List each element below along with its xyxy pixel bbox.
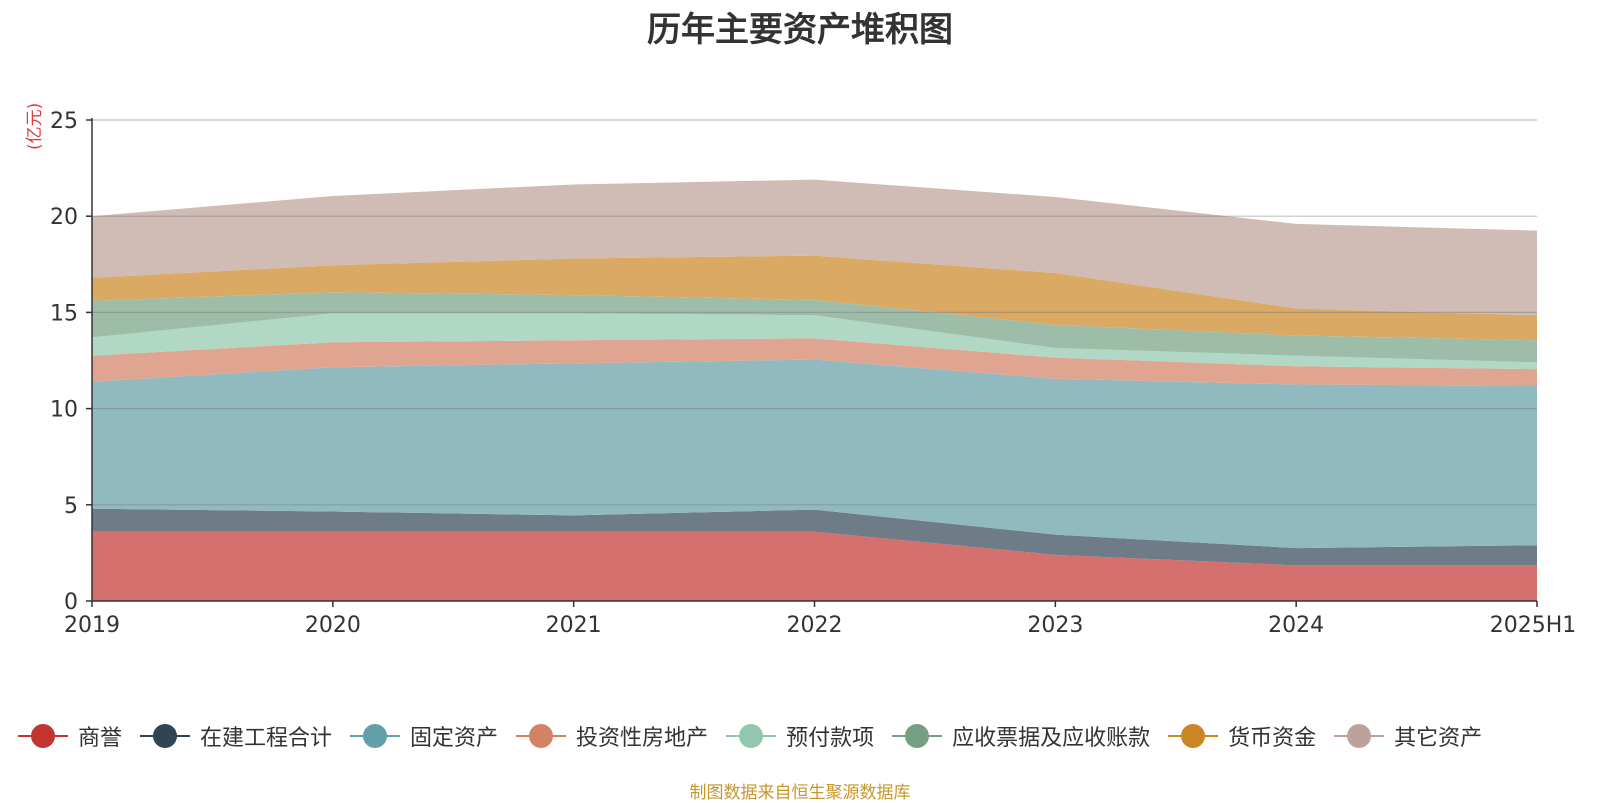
legend-label: 在建工程合计 — [200, 726, 333, 751]
legend-label: 商誉 — [78, 726, 123, 751]
area-series-3 — [92, 338, 1537, 386]
legend-item[interactable]: 应收票据及应收账款 — [892, 720, 1150, 752]
x-tick-label: 2020 — [305, 613, 361, 638]
y-tick-label: 20 — [50, 205, 78, 230]
y-tick-label: 15 — [50, 301, 78, 326]
legend-label: 其它资产 — [1394, 726, 1483, 751]
legend-item[interactable]: 商誉 — [18, 720, 122, 752]
legend-label: 应收票据及应收账款 — [952, 726, 1151, 751]
y-tick-label: 25 — [50, 109, 78, 134]
x-tick-label: 2024 — [1268, 613, 1324, 638]
legend-label: 投资性房地产 — [576, 726, 709, 751]
legend-label: 固定资产 — [410, 726, 499, 751]
x-tick-label: 2022 — [787, 613, 843, 638]
area-series-0 — [92, 531, 1537, 601]
legend-item[interactable]: 货币资金 — [1168, 720, 1316, 752]
legend-swatch — [18, 724, 68, 748]
legend-swatch — [140, 724, 191, 748]
area-series-4 — [92, 313, 1537, 370]
data-source-note: 制图数据来自恒生聚源数据库 — [689, 783, 911, 803]
legend-swatch — [1334, 724, 1385, 748]
legend-swatch — [516, 724, 567, 748]
area-series-6 — [92, 255, 1537, 341]
legend-swatch — [726, 724, 777, 748]
x-tick-label: 2019 — [64, 613, 120, 638]
area-series-7 — [92, 179, 1537, 316]
legend-swatch — [892, 724, 943, 748]
legend-item[interactable]: 在建工程合计 — [140, 720, 332, 752]
x-tick-label: 2021 — [546, 613, 602, 638]
legend-item[interactable]: 预付款项 — [726, 720, 874, 752]
area-series-1 — [92, 508, 1537, 566]
legend-item[interactable]: 投资性房地产 — [516, 720, 708, 752]
legend-swatch — [1168, 724, 1219, 748]
chart-legend: 商誉 在建工程合计 固定资产 投资性房地产 预付款项 应收票据及应收账款 货币资金 其它资产 — [18, 716, 1500, 756]
legend-label: 预付款项 — [786, 726, 875, 751]
y-tick-label: 10 — [50, 398, 78, 423]
legend-item[interactable]: 其它资产 — [1334, 720, 1482, 752]
legend-item[interactable]: 固定资产 — [350, 720, 498, 752]
x-tick-label: 2025H1 — [1490, 613, 1577, 638]
y-tick-label: 0 — [64, 590, 78, 615]
chart-title: 历年主要资产堆积图 — [647, 10, 953, 50]
area-series-2 — [92, 359, 1537, 549]
area-series-5 — [92, 292, 1537, 363]
y-tick-label: 5 — [64, 494, 78, 519]
x-tick-label: 2023 — [1027, 613, 1083, 638]
legend-label: 货币资金 — [1228, 726, 1317, 751]
legend-swatch — [350, 724, 401, 748]
y-axis-unit-label: (亿元) — [25, 102, 45, 150]
